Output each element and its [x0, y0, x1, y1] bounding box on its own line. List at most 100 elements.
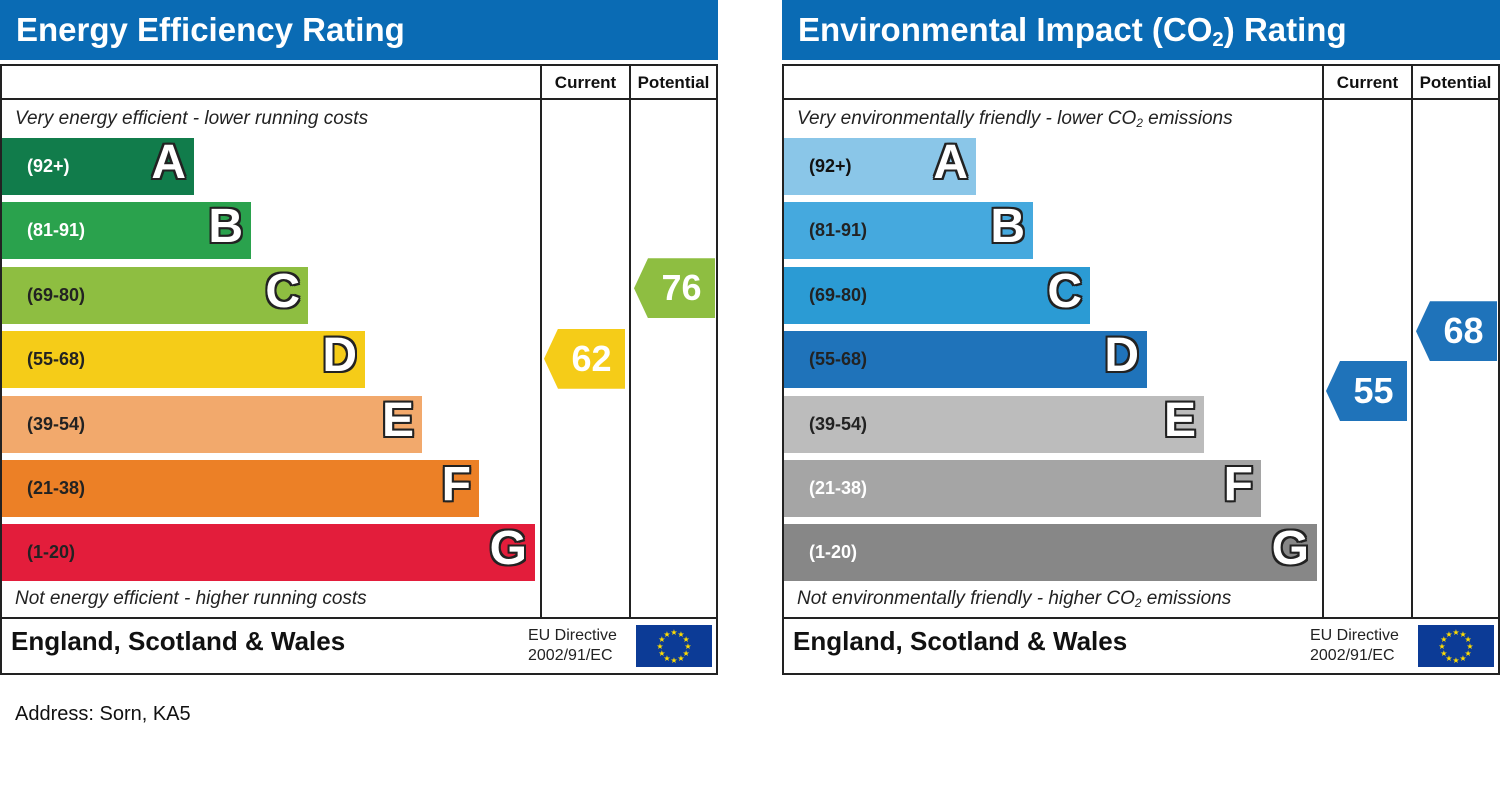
band-letter: A [933, 136, 968, 189]
header-divider [0, 98, 718, 100]
band-range-label: (81-91) [27, 220, 86, 241]
band-letter: C [265, 264, 300, 318]
rating-band-a: (92+) A [2, 136, 194, 195]
current-rating-arrow: 55 [1326, 361, 1407, 421]
band-range-label: (69-80) [27, 284, 86, 305]
property-address: Address: Sorn, KA5 [15, 703, 191, 725]
eu-star-icon: ★ [656, 642, 663, 651]
footer-divider [782, 617, 1500, 619]
eu-star-icon: ★ [1445, 630, 1452, 639]
band-range-label: (1-20) [809, 542, 858, 563]
band-range-label: (55-68) [809, 349, 868, 370]
bottom-caption: Not energy efficient - higher running co… [15, 588, 367, 609]
bottom-caption-suffix: emissions [1141, 588, 1232, 609]
eu-star-icon: ★ [1465, 649, 1472, 658]
top-caption-suffix: emissions [1142, 108, 1233, 129]
potential-rating-arrow: 68 [1416, 301, 1497, 362]
current-rating-arrow: 62 [544, 328, 625, 389]
eu-star-icon: ★ [663, 630, 670, 639]
rating-band-g: (1-20) G [2, 522, 535, 582]
band-letter: E [1163, 393, 1196, 447]
eu-directive-line1: EU Directive [1310, 627, 1399, 644]
eu-star-icon: ★ [1440, 635, 1447, 644]
eu-star-icon: ★ [1452, 656, 1459, 665]
eu-star-icon: ★ [1466, 642, 1473, 651]
current-rating-value: 62 [571, 337, 612, 379]
potential-column-divider [1411, 64, 1413, 619]
rating-band-g: (1-20) G [784, 522, 1317, 582]
band-letter: C [1047, 264, 1082, 318]
eu-star-icon: ★ [677, 630, 684, 639]
rating-band-a: (92+) A [784, 136, 976, 195]
eu-star-icon: ★ [1459, 654, 1466, 663]
eu-directive: EU Directive 2002/91/EC [1310, 626, 1399, 666]
bottom-caption: Not environmentally friendly - higher CO… [797, 588, 1231, 610]
rating-band-b: (81-91) B [784, 200, 1033, 260]
band-letter: A [151, 136, 186, 189]
band-letter: G [1271, 522, 1309, 576]
rating-band-d: (55-68) D [784, 329, 1147, 389]
top-caption-sub: 2 [1136, 116, 1143, 130]
band-letter: F [1223, 458, 1253, 511]
eu-directive-line2: 2002/91/EC [528, 647, 613, 664]
band-range-label: (21-38) [27, 478, 86, 498]
band-range-label: (92+) [27, 156, 70, 176]
eu-star-icon: ★ [670, 656, 677, 665]
eu-directive: EU Directive 2002/91/EC [528, 626, 617, 666]
top-caption-prefix: Very environmentally friendly - lower CO [797, 108, 1137, 129]
potential-rating-value: 68 [1443, 310, 1484, 352]
band-letter: B [208, 200, 243, 254]
eu-star-icon: ★ [663, 654, 670, 663]
potential-rating-arrow: 76 [634, 258, 715, 319]
band-letter: D [1104, 329, 1139, 383]
rating-band-f: (21-38) F [2, 458, 479, 517]
current-rating-value: 55 [1353, 370, 1394, 411]
eu-star-icon: ★ [658, 649, 665, 658]
header-divider [782, 98, 1500, 100]
eu-star-icon: ★ [1459, 630, 1466, 639]
potential-column-header: Potential [1419, 73, 1492, 92]
rating-band-e: (39-54) E [784, 394, 1204, 453]
country-label: England, Scotland & Wales [11, 626, 346, 656]
energy-panel-title: Energy Efficiency Rating [0, 0, 718, 60]
current-column-header: Current [1336, 73, 1399, 92]
environmental-impact-panel: Environmental Impact (CO2) Rating Curren… [782, 0, 1500, 676]
current-column-divider [1322, 64, 1324, 619]
bottom-caption-sub: 2 [1134, 596, 1142, 610]
eu-star-icon: ★ [684, 642, 691, 651]
rating-band-c: (69-80) C [2, 265, 308, 324]
band-letter: B [990, 200, 1025, 254]
band-range-label: (1-20) [27, 542, 76, 563]
band-range-label: (92+) [809, 156, 852, 176]
eu-star-icon: ★ [1445, 654, 1452, 663]
eu-flag-icon: ★ ★ ★ ★ ★ ★ ★ ★ ★ ★ ★ ★ [1418, 625, 1494, 667]
band-letter: G [489, 522, 527, 576]
eu-star-icon: ★ [677, 654, 684, 663]
co2-panel-title: Environmental Impact (CO2) Rating [782, 0, 1500, 60]
band-range-label: (81-91) [809, 220, 868, 241]
band-letter: E [381, 393, 414, 447]
top-caption: Very environmentally friendly - lower CO… [797, 108, 1233, 130]
eu-star-icon: ★ [670, 628, 677, 637]
rating-band-f: (21-38) F [784, 458, 1261, 517]
eu-star-icon: ★ [1465, 635, 1472, 644]
top-caption: Very energy efficient - lower running co… [15, 108, 369, 129]
current-column-header: Current [554, 73, 617, 92]
potential-rating-value: 76 [661, 267, 702, 309]
eu-star-icon: ★ [1440, 649, 1447, 658]
band-range-label: (39-54) [27, 413, 86, 434]
bottom-caption-prefix: Not environmentally friendly - higher CO [797, 588, 1135, 609]
rating-band-d: (55-68) D [2, 329, 365, 389]
eu-directive-line1: EU Directive [528, 627, 617, 644]
band-range-label: (39-54) [809, 413, 868, 434]
rating-band-b: (81-91) B [2, 200, 251, 260]
co2-title-sub: 2 [1212, 28, 1224, 52]
co2-title-suffix: ) Rating [1223, 11, 1347, 48]
country-label: England, Scotland & Wales [793, 626, 1128, 656]
rating-band-c: (69-80) C [784, 265, 1090, 324]
potential-column-header: Potential [637, 73, 710, 92]
eu-star-icon: ★ [683, 649, 690, 658]
current-column-divider [540, 64, 542, 619]
eu-directive-line2: 2002/91/EC [1310, 647, 1395, 664]
band-letter: F [441, 458, 471, 511]
